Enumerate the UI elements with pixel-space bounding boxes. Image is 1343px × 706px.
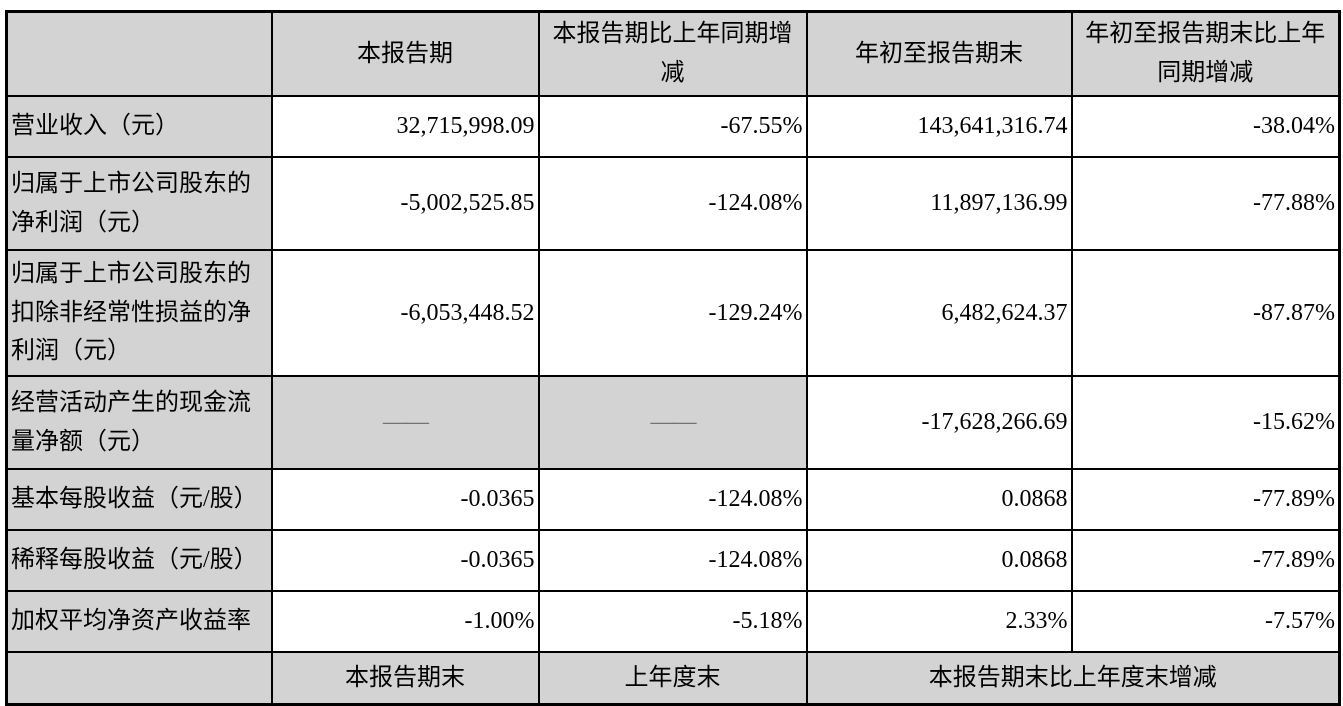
value-cell-current-period: -0.0365 xyxy=(270,468,540,531)
row-label-cell: 基本每股收益（元/股） xyxy=(5,468,273,531)
value-cell-ytd-yoy: -15.62% xyxy=(1070,375,1341,470)
value-cell-current-period: -0.0365 xyxy=(270,529,540,592)
row-label-cell: 稀释每股收益（元/股） xyxy=(5,529,273,592)
value-cell-current-period-yoy: -67.55% xyxy=(537,95,808,158)
row-label-cell: 加权平均净资产收益率 xyxy=(5,590,273,653)
row-net-profit-excl-nonrecurring: 归属于上市公司股东的扣除非经常性损益的净利润（元） -6,053,448.52 … xyxy=(5,249,1341,377)
footer-cell-end-of-prior-year: 上年度末 xyxy=(537,651,808,706)
value-cell-current-period: -5,002,525.85 xyxy=(270,156,540,251)
header-cell-metric xyxy=(5,10,273,97)
value-cell-ytd: 0.0868 xyxy=(805,529,1073,592)
dash-placeholder-cell: —— xyxy=(537,375,808,470)
value-cell-current-period: -6,053,448.52 xyxy=(270,249,540,377)
row-label-cell: 归属于上市公司股东的扣除非经常性损益的净利润（元） xyxy=(5,249,273,377)
value-cell-ytd-yoy: -77.89% xyxy=(1070,468,1341,531)
value-cell-ytd: 143,641,316.74 xyxy=(805,95,1073,158)
value-cell-current-period-yoy: -124.08% xyxy=(537,529,808,592)
value-cell-ytd-yoy: -7.57% xyxy=(1070,590,1341,653)
row-label-cell: 营业收入（元） xyxy=(5,95,273,158)
dash-placeholder-cell: —— xyxy=(270,375,540,470)
row-weighted-avg-roe: 加权平均净资产收益率 -1.00% -5.18% 2.33% -7.57% xyxy=(5,590,1341,653)
value-cell-current-period-yoy: -124.08% xyxy=(537,468,808,531)
header-cell-current-period: 本报告期 xyxy=(270,10,540,97)
footer-cell-end-of-period: 本报告期末 xyxy=(270,651,540,706)
row-operating-revenue: 营业收入（元） 32,715,998.09 -67.55% 143,641,31… xyxy=(5,95,1341,158)
value-cell-ytd-yoy: -87.87% xyxy=(1070,249,1341,377)
footer-cell-period-vs-prior-year-change: 本报告期末比上年度末增减 xyxy=(805,651,1341,706)
value-cell-current-period-yoy: -129.24% xyxy=(537,249,808,377)
value-cell-ytd: 0.0868 xyxy=(805,468,1073,531)
value-cell-ytd: 2.33% xyxy=(805,590,1073,653)
financial-summary-table: 本报告期 本报告期比上年同期增减 年初至报告期末 年初至报告期末比上年同期增减 … xyxy=(5,10,1341,706)
value-cell-ytd-yoy: -77.89% xyxy=(1070,529,1341,592)
value-cell-ytd-yoy: -38.04% xyxy=(1070,95,1341,158)
table-header-row: 本报告期 本报告期比上年同期增减 年初至报告期末 年初至报告期末比上年同期增减 xyxy=(5,10,1341,97)
header-cell-year-to-date: 年初至报告期末 xyxy=(805,10,1073,97)
value-cell-ytd: 11,897,136.99 xyxy=(805,156,1073,251)
row-net-profit-attributable: 归属于上市公司股东的净利润（元） -5,002,525.85 -124.08% … xyxy=(5,156,1341,251)
value-cell-ytd-yoy: -77.88% xyxy=(1070,156,1341,251)
value-cell-ytd: 6,482,624.37 xyxy=(805,249,1073,377)
header-cell-year-to-date-yoy-change: 年初至报告期末比上年同期增减 xyxy=(1070,10,1341,97)
value-cell-ytd: -17,628,266.69 xyxy=(805,375,1073,470)
row-operating-cash-flow: 经营活动产生的现金流量净额（元） —— —— -17,628,266.69 -1… xyxy=(5,375,1341,470)
row-basic-eps: 基本每股收益（元/股） -0.0365 -124.08% 0.0868 -77.… xyxy=(5,468,1341,531)
row-label-cell: 经营活动产生的现金流量净额（元） xyxy=(5,375,273,470)
row-label-cell: 归属于上市公司股东的净利润（元） xyxy=(5,156,273,251)
row-diluted-eps: 稀释每股收益（元/股） -0.0365 -124.08% 0.0868 -77.… xyxy=(5,529,1341,592)
value-cell-current-period-yoy: -124.08% xyxy=(537,156,808,251)
footer-empty-cell xyxy=(5,651,273,706)
table-footer-row: 本报告期末 上年度末 本报告期末比上年度末增减 xyxy=(5,651,1341,706)
value-cell-current-period: -1.00% xyxy=(270,590,540,653)
value-cell-current-period: 32,715,998.09 xyxy=(270,95,540,158)
header-cell-current-period-yoy-change: 本报告期比上年同期增减 xyxy=(537,10,808,97)
value-cell-current-period-yoy: -5.18% xyxy=(537,590,808,653)
